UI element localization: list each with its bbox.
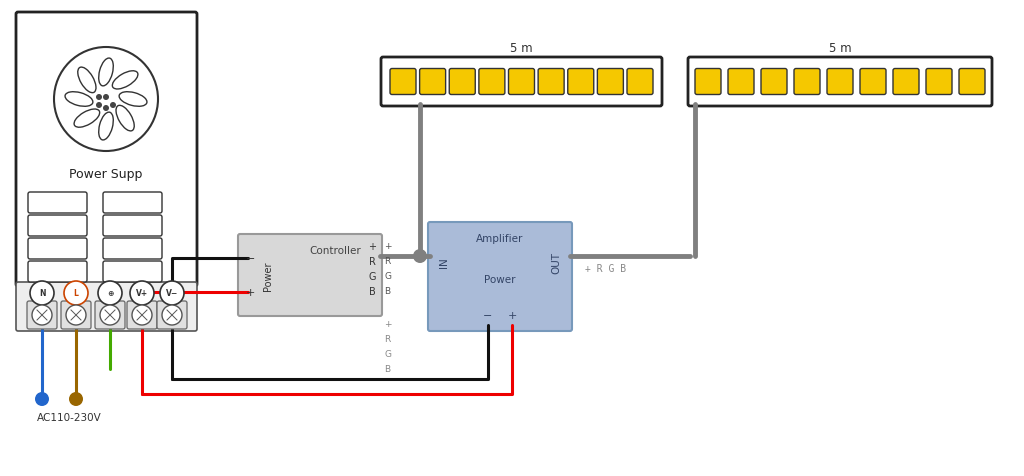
- Text: B: B: [384, 287, 390, 296]
- FancyBboxPatch shape: [509, 69, 535, 95]
- FancyBboxPatch shape: [16, 13, 197, 287]
- Circle shape: [35, 392, 49, 406]
- Text: V−: V−: [166, 289, 178, 298]
- FancyBboxPatch shape: [959, 69, 985, 95]
- Circle shape: [54, 48, 158, 152]
- Text: 5 m: 5 m: [510, 41, 532, 54]
- FancyBboxPatch shape: [539, 69, 564, 95]
- Text: G: G: [384, 350, 391, 359]
- Text: Amplifier: Amplifier: [476, 234, 523, 244]
- FancyBboxPatch shape: [926, 69, 952, 95]
- FancyBboxPatch shape: [103, 193, 162, 214]
- FancyBboxPatch shape: [381, 58, 662, 107]
- FancyBboxPatch shape: [28, 193, 87, 214]
- Circle shape: [96, 103, 102, 109]
- Text: −: −: [483, 310, 493, 320]
- Ellipse shape: [119, 92, 147, 107]
- Text: L: L: [74, 289, 79, 298]
- Circle shape: [160, 281, 184, 306]
- FancyBboxPatch shape: [428, 223, 572, 331]
- FancyBboxPatch shape: [28, 238, 87, 259]
- Text: G: G: [384, 272, 391, 281]
- FancyBboxPatch shape: [688, 58, 992, 107]
- Ellipse shape: [74, 110, 99, 128]
- Text: +: +: [384, 242, 391, 251]
- Circle shape: [162, 306, 182, 325]
- Circle shape: [96, 95, 102, 101]
- Text: N: N: [39, 289, 45, 298]
- Circle shape: [65, 281, 88, 306]
- FancyBboxPatch shape: [420, 69, 445, 95]
- FancyBboxPatch shape: [27, 301, 57, 329]
- Ellipse shape: [113, 71, 138, 90]
- FancyBboxPatch shape: [238, 235, 382, 317]
- Circle shape: [130, 281, 154, 306]
- FancyBboxPatch shape: [103, 261, 162, 282]
- Text: +: +: [246, 288, 255, 298]
- FancyBboxPatch shape: [761, 69, 787, 95]
- Ellipse shape: [66, 92, 93, 107]
- Text: −: −: [246, 253, 255, 263]
- FancyBboxPatch shape: [103, 238, 162, 259]
- Circle shape: [103, 106, 109, 112]
- Circle shape: [66, 306, 86, 325]
- Text: ⊕: ⊕: [106, 289, 114, 298]
- Circle shape: [110, 103, 116, 109]
- Text: +: +: [368, 241, 376, 251]
- Text: + R G B: + R G B: [585, 263, 626, 273]
- Ellipse shape: [116, 106, 134, 132]
- FancyBboxPatch shape: [567, 69, 594, 95]
- FancyBboxPatch shape: [627, 69, 653, 95]
- Text: Power Supp: Power Supp: [70, 168, 142, 181]
- Ellipse shape: [98, 59, 114, 87]
- Text: 5 m: 5 m: [828, 41, 851, 54]
- Circle shape: [32, 306, 52, 325]
- Text: B: B: [384, 365, 390, 374]
- Text: +: +: [507, 310, 517, 320]
- Text: Controller: Controller: [309, 246, 361, 256]
- FancyBboxPatch shape: [794, 69, 820, 95]
- Text: R: R: [384, 257, 390, 266]
- FancyBboxPatch shape: [28, 261, 87, 282]
- FancyBboxPatch shape: [61, 301, 91, 329]
- Text: R: R: [369, 257, 376, 267]
- Circle shape: [100, 306, 120, 325]
- FancyBboxPatch shape: [450, 69, 475, 95]
- Circle shape: [69, 392, 83, 406]
- Text: +: +: [384, 320, 391, 329]
- FancyBboxPatch shape: [893, 69, 919, 95]
- FancyBboxPatch shape: [127, 301, 157, 329]
- FancyBboxPatch shape: [479, 69, 505, 95]
- Text: Power: Power: [263, 261, 273, 290]
- FancyBboxPatch shape: [695, 69, 721, 95]
- FancyBboxPatch shape: [16, 282, 197, 331]
- Circle shape: [98, 281, 122, 306]
- FancyBboxPatch shape: [390, 69, 416, 95]
- Text: R: R: [384, 335, 390, 344]
- FancyBboxPatch shape: [728, 69, 754, 95]
- Text: IN: IN: [439, 257, 449, 268]
- Text: G: G: [369, 271, 376, 281]
- FancyBboxPatch shape: [103, 216, 162, 237]
- Ellipse shape: [98, 113, 114, 141]
- Ellipse shape: [78, 68, 96, 93]
- FancyBboxPatch shape: [827, 69, 853, 95]
- Circle shape: [30, 281, 54, 306]
- Text: B: B: [370, 287, 376, 297]
- Circle shape: [132, 306, 152, 325]
- Text: AC110-230V: AC110-230V: [37, 412, 101, 422]
- Circle shape: [413, 249, 427, 263]
- Text: OUT: OUT: [551, 251, 561, 273]
- Text: V+: V+: [136, 289, 148, 298]
- Circle shape: [103, 95, 109, 101]
- FancyBboxPatch shape: [860, 69, 886, 95]
- FancyBboxPatch shape: [157, 301, 187, 329]
- FancyBboxPatch shape: [28, 216, 87, 237]
- FancyBboxPatch shape: [597, 69, 624, 95]
- FancyBboxPatch shape: [95, 301, 125, 329]
- Text: Power: Power: [484, 275, 516, 284]
